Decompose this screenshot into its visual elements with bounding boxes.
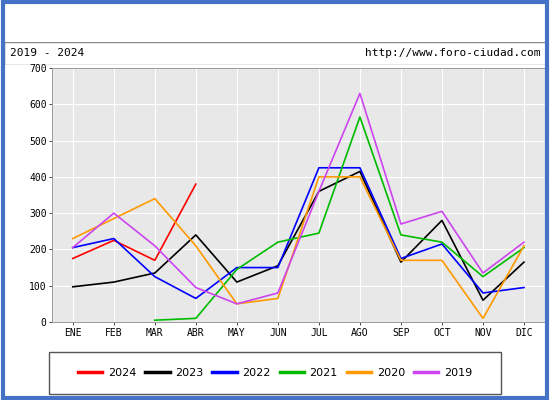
Text: http://www.foro-ciudad.com: http://www.foro-ciudad.com [365,48,540,58]
Legend: 2024, 2023, 2022, 2021, 2020, 2019: 2024, 2023, 2022, 2021, 2020, 2019 [74,364,476,382]
FancyBboxPatch shape [48,352,502,394]
Text: Evolucion Nº Turistas Nacionales en el municipio de Gúdar: Evolucion Nº Turistas Nacionales en el m… [80,16,470,30]
Text: 2019 - 2024: 2019 - 2024 [10,48,84,58]
